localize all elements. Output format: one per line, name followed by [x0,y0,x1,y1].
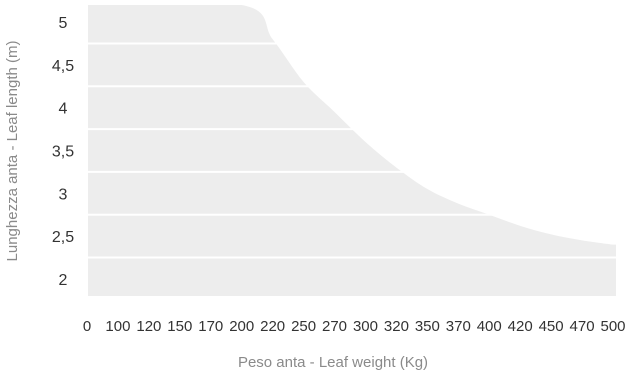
x-tick-label: 300 [353,318,378,335]
x-tick-label: 170 [198,318,223,335]
x-axis-label: Peso anta - Leaf weight (Kg) [238,354,428,371]
x-tick-label: 0 [83,318,91,335]
x-tick-label: 420 [508,318,533,335]
y-tick-labels: 2 2,5 3 3,5 4 4,5 5 [52,15,74,289]
y-tick-label: 3 [59,186,68,203]
x-tick-label: 370 [446,318,471,335]
x-tick-label: 250 [291,318,316,335]
y-tick-label: 2 [59,272,68,289]
x-tick-label: 220 [260,318,285,335]
x-tick-label: 120 [136,318,161,335]
y-axis-label: Lunghezza anta - Leaf length (m) [4,41,21,262]
x-tick-label: 400 [477,318,502,335]
x-tick-label: 320 [384,318,409,335]
area-series [88,5,616,296]
grid-layer [88,42,616,259]
x-tick-labels: 0 100 120 150 170 200 220 250 270 300 320 350 370 400… [83,318,626,335]
x-tick-label: 200 [229,318,254,335]
x-tick-label: 470 [570,318,595,335]
x-tick-label: 270 [322,318,347,335]
y-tick-label: 3,5 [52,144,74,161]
x-tick-label: 150 [167,318,192,335]
y-tick-label: 4 [59,101,68,118]
x-tick-label: 450 [539,318,564,335]
y-tick-label: 4,5 [52,58,74,75]
x-tick-label: 350 [415,318,440,335]
y-tick-label: 5 [59,15,68,32]
x-tick-label: 500 [600,318,625,335]
x-tick-label: 100 [105,318,130,335]
y-tick-label: 2,5 [52,229,74,246]
area-layer [88,5,616,296]
